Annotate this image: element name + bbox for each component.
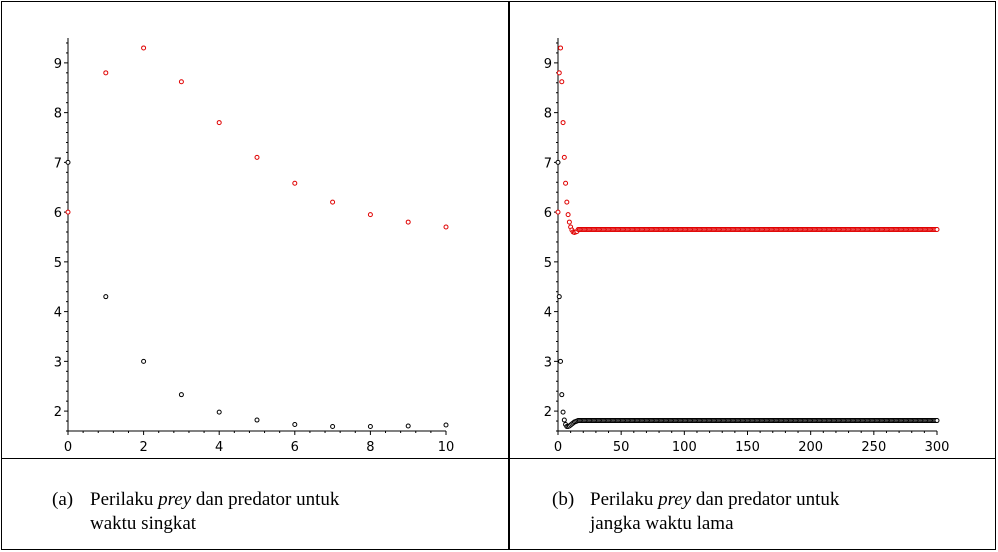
data-point	[443, 422, 449, 428]
y-tick-label: 4	[54, 306, 62, 321]
y-tick-label: 3	[544, 355, 552, 370]
data-point	[934, 418, 940, 424]
data-point	[560, 120, 566, 126]
data-point	[254, 417, 260, 423]
data-point	[292, 422, 298, 428]
caption-a: (a) Perilaku prey dan predator untuk wakt…	[52, 488, 472, 544]
data-point	[330, 424, 336, 430]
data-point	[563, 180, 569, 186]
data-point	[141, 358, 147, 364]
x-tick-label: 4	[215, 440, 223, 455]
data-point	[103, 294, 109, 300]
x-tick-label: 200	[798, 440, 823, 455]
panel-divider	[508, 1, 510, 550]
y-tick-label: 8	[544, 107, 552, 122]
x-tick-label: 250	[861, 440, 886, 455]
caption-b-body: Perilaku prey dan predator untuk jangka w…	[590, 489, 840, 534]
data-point	[367, 212, 373, 218]
data-point	[559, 392, 565, 398]
data-point	[292, 180, 298, 186]
y-tick-label: 4	[544, 306, 552, 321]
chart-short-time: 2 3 4 5 6 7 8 9 0 2 4 6 8 10	[54, 38, 455, 455]
data-point	[216, 120, 222, 126]
data-point	[556, 70, 562, 76]
data-point	[566, 219, 572, 225]
data-point	[405, 423, 411, 429]
data-point	[561, 154, 567, 160]
x-tick-label: 8	[366, 440, 374, 455]
data-point	[65, 209, 71, 215]
x-tick-label: 6	[291, 440, 299, 455]
data-point	[443, 224, 449, 230]
data-point	[330, 199, 336, 205]
caption-a-index: (a)	[52, 489, 74, 510]
x-tick-label: 50	[613, 440, 630, 455]
y-tick-label: 3	[54, 355, 62, 370]
chart-long-time: 2 3 4 5 6 7 8 9 0 50 100 150 200 250 300	[544, 38, 950, 455]
data-point	[405, 219, 411, 225]
x-tick-label: 0	[554, 440, 562, 455]
x-tick-label: 150	[735, 440, 760, 455]
data-point	[254, 154, 260, 160]
data-point	[178, 79, 184, 85]
data-point	[556, 294, 562, 300]
y-tick-label: 6	[544, 206, 552, 221]
data-point	[564, 199, 570, 205]
data-point	[367, 424, 373, 430]
x-tick-label: 100	[672, 440, 697, 455]
x-tick-label: 300	[925, 440, 950, 455]
y-tick-label: 7	[544, 156, 552, 171]
x-tick-label: 2	[139, 440, 147, 455]
y-tick-label: 2	[54, 405, 62, 420]
data-point	[178, 392, 184, 398]
data-point	[103, 70, 109, 76]
data-point	[555, 159, 561, 165]
y-tick-label: 9	[544, 57, 552, 72]
data-point	[561, 417, 567, 423]
y-tick-label: 9	[54, 57, 62, 72]
data-point	[558, 358, 564, 364]
data-point	[216, 409, 222, 415]
data-point	[559, 79, 565, 85]
x-tick-label: 10	[438, 440, 455, 455]
data-point	[934, 227, 940, 233]
data-point	[65, 159, 71, 165]
x-tick-label: 0	[64, 440, 72, 455]
y-tick-label: 8	[54, 107, 62, 122]
caption-b-index: (b)	[552, 489, 575, 510]
y-tick-label: 7	[54, 156, 62, 171]
data-point	[555, 209, 561, 215]
y-tick-label: 6	[54, 206, 62, 221]
caption-a-body: Perilaku prey dan predator untuk waktu si…	[90, 489, 340, 534]
y-tick-label: 2	[544, 405, 552, 420]
data-point	[565, 212, 571, 218]
y-tick-label: 5	[54, 256, 62, 271]
data-point	[560, 409, 566, 415]
data-point	[141, 45, 147, 51]
caption-separator	[1, 458, 996, 459]
y-tick-label: 5	[544, 256, 552, 271]
data-point	[558, 45, 564, 51]
caption-b: (b) Perilaku prey dan predator untuk jang…	[552, 488, 972, 544]
